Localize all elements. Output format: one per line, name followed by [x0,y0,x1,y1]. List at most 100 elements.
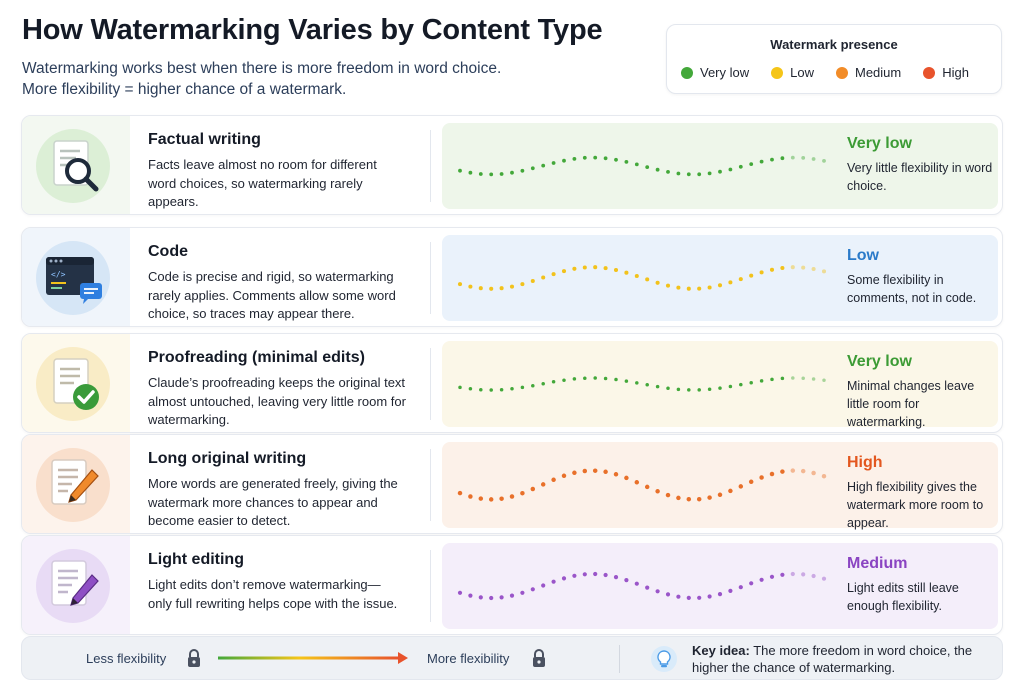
wave-dot [790,265,795,270]
wave-dot [738,277,743,282]
wave-dot [499,496,504,501]
wave-dot [791,376,795,380]
wave-dot [468,387,473,391]
wave-dot [717,492,723,498]
wave-dot [530,587,535,592]
wave-dot [582,155,587,160]
wave-dot [644,484,650,490]
wave-dot [676,495,681,501]
wave-dot [707,285,712,290]
wave-panel: Low Some flexibility in comments, not in… [442,235,998,321]
wave-dot [603,572,608,578]
wave-dot [655,167,660,172]
wave-dot [603,376,608,381]
wave-dot [718,169,722,174]
wave-dot [686,496,692,502]
wave-dot [790,571,795,577]
wave-dot [665,492,671,498]
wave-dot [624,475,629,481]
wave-dot [530,166,535,171]
key-idea-label: Key idea: [692,643,750,658]
wave-dot [718,386,722,390]
wave-dot [551,272,556,277]
wave-dot [707,387,712,392]
row-divider [430,550,431,622]
wave-dot [790,468,796,473]
footer-divider [619,645,620,673]
row-title: Factual writing [148,131,261,148]
wave-dot [676,171,681,176]
wave-dot [468,494,473,499]
wave-dot [582,468,588,474]
wave-dot [749,380,753,385]
wave-dot [520,590,525,595]
legend-label: High [942,65,969,80]
wave-panel: Medium Light edits still leave enough fl… [442,543,998,629]
wave-dot [520,385,525,390]
wave-dot [635,381,639,385]
wave-dot [728,488,733,494]
wave-dot [749,273,754,278]
wave-dot [801,572,806,577]
wave-dot [468,284,473,289]
wave-dot [562,158,566,163]
wave-dot [687,388,691,392]
row-description: Light edits don’t remove watermarking— o… [148,577,398,611]
wave-dot [541,583,546,588]
document-magnifier-icon [36,129,110,203]
wave-dot [613,267,619,273]
wave-dot [728,167,733,172]
wave-dot [499,387,504,392]
wave-dot [541,163,546,168]
wave-dot [510,387,514,391]
wave-dot [458,385,462,390]
wave-dot [749,162,754,166]
row-description: More words are generated freely, giving … [148,476,398,528]
wave-dot [739,382,743,387]
wave-dot [728,384,733,389]
svg-text:</>: </> [51,270,66,279]
wave-dot [489,286,494,291]
wave-dot [624,379,629,383]
wave-dot [759,379,764,383]
wave-dot [676,594,681,599]
wave-dot [738,484,744,489]
wave-dot [614,377,618,382]
wave-dot [614,157,618,162]
wave-dot [593,571,598,577]
wave-dot [822,159,826,163]
wave-dot [790,155,795,160]
wave-dot [697,286,702,291]
wave-dot [540,482,546,487]
wave-dot [541,275,546,280]
wave-dot [551,380,556,384]
wave-dot [603,266,608,271]
wave-dot [707,171,712,176]
wave-dot [665,283,671,288]
wave-dot [530,486,536,492]
wave-dot [468,170,473,175]
wave-dot [800,468,806,474]
wave-dot [478,286,483,291]
legend-item-high: High [923,65,969,80]
wave-dot [728,588,733,593]
level-label: Medium [847,555,908,572]
level-description: Light edits still leave enough flexibili… [847,581,959,613]
wave-dot [749,581,754,586]
wave-dot [634,581,639,586]
wave-dot [645,585,650,590]
wave-dot [769,574,775,579]
wave-dot [572,266,577,271]
wave-dot [561,269,567,274]
wave-panel: High High flexibility gives the watermar… [442,442,998,530]
wave-dot [551,477,556,483]
legend-item-low: Low [771,65,814,80]
legend-label: Very low [700,65,750,80]
wave-dot [478,496,484,501]
wave-dot [572,470,577,476]
wave-dot [593,376,597,380]
row-divider [430,449,431,521]
wave-dot [686,595,691,600]
row-title: Proofreading (minimal edits) [148,349,365,366]
wave-dot [457,490,463,496]
